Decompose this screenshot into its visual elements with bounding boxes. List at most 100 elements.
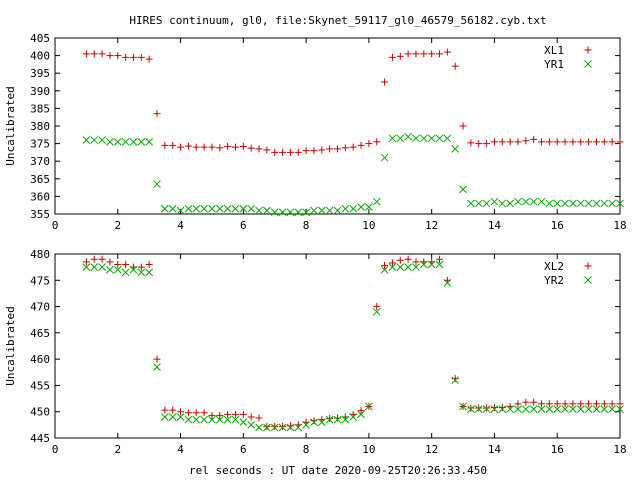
y-tick-label: 470 (30, 301, 50, 314)
data-point (349, 204, 358, 213)
legend-marker (584, 276, 592, 284)
data-point (522, 398, 530, 406)
data-point (137, 137, 146, 146)
data-point (349, 413, 358, 421)
legend-marker (584, 60, 592, 68)
data-point (373, 138, 381, 146)
data-point (122, 261, 130, 269)
y-tick-label: 480 (30, 248, 50, 261)
data-point (482, 199, 491, 208)
data-point (294, 208, 303, 217)
data-point (475, 404, 483, 412)
data-point (278, 423, 287, 432)
data-point (396, 52, 404, 60)
data-point (255, 414, 263, 422)
data-point (247, 204, 256, 213)
data-point (388, 53, 396, 61)
data-point (608, 405, 617, 413)
data-point (530, 135, 538, 143)
y-tick-label: 375 (30, 138, 50, 151)
legend-label: XL2 (544, 260, 564, 273)
data-point (388, 134, 397, 143)
data-point (427, 134, 436, 143)
data-point (82, 136, 91, 144)
data-point (98, 263, 106, 271)
data-point (208, 204, 216, 213)
x-tick-label: 6 (240, 219, 247, 232)
data-point (498, 138, 506, 146)
x-tick-label: 14 (488, 443, 502, 456)
data-point (184, 204, 193, 213)
data-point (459, 122, 467, 130)
data-point (506, 199, 514, 208)
y-tick-label: 405 (30, 32, 50, 45)
data-point (490, 404, 498, 412)
data-point (169, 406, 177, 414)
data-point (530, 398, 538, 406)
data-point (419, 134, 428, 143)
data-point (545, 400, 553, 408)
data-point (317, 418, 326, 427)
y-tick-label: 380 (30, 120, 50, 133)
legend-marker (584, 262, 592, 270)
data-point (474, 199, 483, 208)
data-point (357, 203, 365, 211)
y-tick-label: 360 (30, 190, 50, 203)
data-point (616, 405, 624, 413)
data-point (129, 53, 137, 61)
data-point (396, 134, 405, 143)
data-point (184, 409, 192, 417)
x-tick-label: 2 (114, 443, 121, 456)
data-point (106, 265, 114, 274)
data-point (302, 147, 310, 155)
series-xl1 (82, 48, 624, 156)
x-tick-label: 10 (362, 443, 375, 456)
data-point (326, 145, 334, 153)
data-point (443, 134, 452, 143)
data-point (318, 146, 326, 154)
y-tick-label: 385 (30, 102, 50, 115)
x-axis-label: rel seconds : UT date 2020-09-25T20:26:3… (189, 464, 487, 477)
data-point (153, 363, 161, 371)
data-point (208, 415, 216, 424)
data-point (545, 138, 553, 146)
bottom-panel: 0 2 4 6 8 10 12 14 16 18 445 450 455 460 465 470 475 480 U… (4, 248, 627, 456)
data-point (161, 204, 169, 213)
data-point (90, 50, 98, 58)
data-point (129, 265, 138, 274)
data-point (475, 140, 483, 148)
data-point (380, 153, 389, 162)
data-point (145, 261, 153, 269)
data-point (317, 206, 326, 215)
data-point (381, 262, 389, 270)
series-yr1 (82, 132, 624, 217)
data-point (561, 400, 569, 408)
data-point (286, 208, 295, 217)
data-point (177, 408, 185, 416)
data-point (200, 409, 208, 417)
x-tick-label: 4 (177, 443, 184, 456)
data-point (279, 422, 287, 430)
data-point (161, 141, 169, 149)
data-point (294, 148, 302, 156)
data-point (467, 405, 475, 413)
data-point (106, 52, 114, 60)
data-point (82, 263, 91, 271)
chart-title: HIRES continuum, gl0, file:Skynet_59117_… (129, 14, 546, 27)
data-point (271, 148, 279, 156)
data-point (514, 405, 522, 413)
data-point (436, 255, 444, 263)
y-tick-label: 475 (30, 274, 50, 287)
data-point (247, 421, 256, 429)
data-point (239, 410, 247, 418)
data-point (412, 50, 420, 58)
x-tick-label: 16 (551, 443, 564, 456)
data-point (98, 255, 106, 263)
data-point (286, 423, 295, 432)
data-point (302, 208, 310, 217)
data-point (553, 199, 562, 208)
data-point (420, 50, 428, 58)
data-point (90, 136, 99, 144)
data-point (428, 50, 436, 58)
data-point (294, 423, 303, 432)
